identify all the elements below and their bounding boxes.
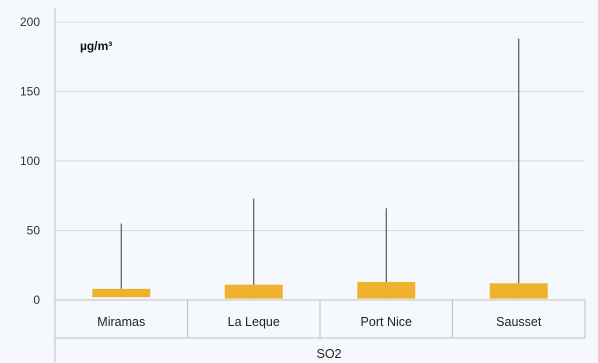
gridlines	[55, 21, 585, 231]
category-labels: Miramas La Leque Port Nice Sausset	[97, 315, 542, 329]
y-tick-label-100: 100	[20, 154, 40, 168]
box-2	[357, 281, 416, 299]
y-tick-label-200: 200	[20, 15, 40, 29]
y-tick-labels: 0 50 100 150 200	[20, 15, 40, 307]
box-marks	[92, 38, 548, 299]
unit-label: µg/m³	[80, 39, 112, 53]
category-label-2: Port Nice	[361, 315, 412, 329]
category-label-3: Sausset	[496, 315, 542, 329]
category-label-1: La Leque	[228, 315, 280, 329]
category-label-0: Miramas	[97, 315, 145, 329]
y-tick-label-0: 0	[33, 293, 40, 307]
y-tick-label-50: 50	[27, 224, 41, 238]
axes	[54, 8, 586, 362]
y-tick-label-150: 150	[20, 85, 40, 99]
group-label: SO2	[316, 347, 341, 361]
box-3	[489, 283, 548, 299]
box-0	[92, 288, 151, 298]
box-1	[224, 284, 283, 299]
